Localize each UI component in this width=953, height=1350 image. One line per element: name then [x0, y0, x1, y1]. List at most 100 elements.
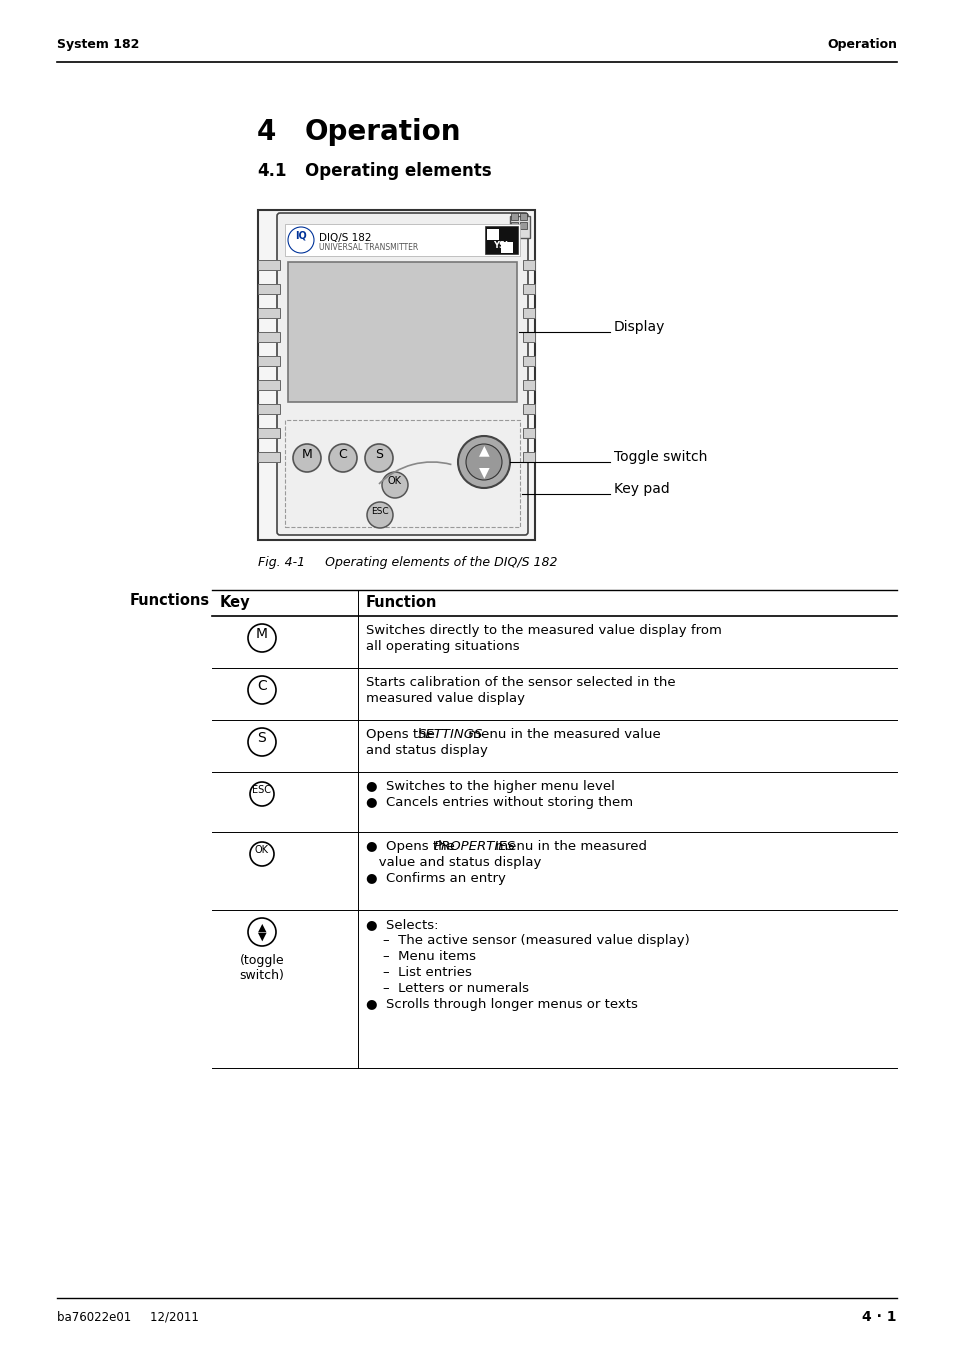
- Text: M: M: [255, 626, 268, 641]
- Bar: [522, 404, 535, 414]
- Bar: [288, 262, 517, 402]
- Text: ESC: ESC: [253, 784, 272, 795]
- Text: C: C: [338, 447, 347, 460]
- Text: PROPERTIES: PROPERTIES: [434, 840, 516, 853]
- Bar: [285, 224, 519, 256]
- Bar: [519, 213, 526, 220]
- Circle shape: [288, 227, 314, 252]
- Text: menu in the measured value: menu in the measured value: [463, 728, 659, 741]
- Bar: [511, 213, 517, 220]
- Circle shape: [248, 728, 275, 756]
- Text: ●  Switches to the higher menu level: ● Switches to the higher menu level: [366, 780, 615, 792]
- Bar: [257, 284, 280, 294]
- Bar: [486, 242, 498, 252]
- Text: ▼: ▼: [257, 931, 266, 942]
- Text: UNIVERSAL TRANSMITTER: UNIVERSAL TRANSMITTER: [318, 243, 417, 252]
- Bar: [257, 379, 280, 390]
- Circle shape: [248, 918, 275, 946]
- Text: –  List entries: – List entries: [366, 967, 472, 979]
- Text: 4: 4: [256, 117, 276, 146]
- Circle shape: [457, 436, 510, 487]
- Bar: [522, 452, 535, 462]
- Circle shape: [250, 782, 274, 806]
- Text: DIQ/S 182: DIQ/S 182: [318, 234, 371, 243]
- Text: S: S: [257, 730, 266, 745]
- Text: ba76022e01     12/2011: ba76022e01 12/2011: [57, 1310, 198, 1323]
- Bar: [257, 211, 535, 540]
- Bar: [484, 225, 517, 254]
- Bar: [257, 356, 280, 366]
- Text: Toggle switch: Toggle switch: [614, 450, 706, 464]
- Bar: [522, 356, 535, 366]
- Bar: [522, 284, 535, 294]
- Circle shape: [381, 472, 408, 498]
- Text: ●  Cancels entries without storing them: ● Cancels entries without storing them: [366, 796, 633, 809]
- Bar: [500, 242, 513, 252]
- Text: ●  Scrolls through longer menus or texts: ● Scrolls through longer menus or texts: [366, 998, 638, 1011]
- Text: and status display: and status display: [366, 744, 487, 757]
- Text: ●  Opens the: ● Opens the: [366, 840, 458, 853]
- Text: SETTINGS: SETTINGS: [417, 728, 483, 741]
- Text: System 182: System 182: [57, 38, 139, 51]
- Bar: [510, 216, 530, 238]
- Circle shape: [329, 444, 356, 472]
- Text: Fig. 4-1     Operating elements of the DIQ/S 182: Fig. 4-1 Operating elements of the DIQ/S…: [257, 556, 557, 568]
- Text: Switches directly to the measured value display from: Switches directly to the measured value …: [366, 624, 721, 637]
- Bar: [522, 332, 535, 342]
- Text: Functions: Functions: [130, 593, 210, 608]
- Text: ESC: ESC: [371, 506, 389, 516]
- Text: Operation: Operation: [305, 117, 461, 146]
- Circle shape: [248, 624, 275, 652]
- Text: ●  Selects:: ● Selects:: [366, 918, 438, 932]
- Bar: [486, 230, 498, 240]
- Text: Function: Function: [366, 595, 436, 610]
- Circle shape: [250, 842, 274, 865]
- Text: (toggle
switch): (toggle switch): [239, 954, 284, 981]
- Text: 4 · 1: 4 · 1: [862, 1310, 896, 1324]
- Text: measured value display: measured value display: [366, 693, 524, 705]
- Text: ▼: ▼: [478, 464, 489, 479]
- Bar: [285, 420, 519, 526]
- Circle shape: [365, 444, 393, 472]
- Text: M: M: [301, 447, 312, 460]
- FancyBboxPatch shape: [276, 213, 527, 535]
- Text: –  The active sensor (measured value display): – The active sensor (measured value disp…: [366, 934, 689, 946]
- Text: IQ: IQ: [294, 231, 307, 242]
- Bar: [257, 261, 280, 270]
- Text: S: S: [375, 447, 382, 460]
- Text: value and status display: value and status display: [366, 856, 540, 869]
- Bar: [500, 230, 513, 240]
- Text: ▲: ▲: [257, 923, 266, 933]
- Text: Key: Key: [220, 595, 251, 610]
- Circle shape: [367, 502, 393, 528]
- Text: C: C: [257, 679, 267, 693]
- Text: Key pad: Key pad: [614, 482, 669, 495]
- Bar: [522, 428, 535, 437]
- Bar: [519, 221, 526, 230]
- Text: all operating situations: all operating situations: [366, 640, 519, 653]
- Text: OK: OK: [254, 845, 269, 855]
- Text: –  Menu items: – Menu items: [366, 950, 476, 963]
- Bar: [511, 221, 517, 230]
- Text: Operating elements: Operating elements: [305, 162, 491, 180]
- Text: ●  Confirms an entry: ● Confirms an entry: [366, 872, 505, 886]
- Text: OK: OK: [388, 477, 401, 486]
- Text: YSI: YSI: [493, 242, 508, 251]
- Text: Opens the: Opens the: [366, 728, 438, 741]
- Text: ▲: ▲: [478, 443, 489, 458]
- Text: Starts calibration of the sensor selected in the: Starts calibration of the sensor selecte…: [366, 676, 675, 688]
- Circle shape: [248, 676, 275, 703]
- Bar: [522, 308, 535, 319]
- Bar: [257, 428, 280, 437]
- Circle shape: [293, 444, 320, 472]
- Text: menu in the measured: menu in the measured: [491, 840, 646, 853]
- Bar: [257, 404, 280, 414]
- Text: Display: Display: [614, 320, 664, 333]
- Bar: [522, 379, 535, 390]
- Bar: [257, 452, 280, 462]
- Bar: [257, 308, 280, 319]
- Text: –  Letters or numerals: – Letters or numerals: [366, 981, 529, 995]
- Bar: [257, 332, 280, 342]
- Bar: [522, 261, 535, 270]
- Text: Operation: Operation: [826, 38, 896, 51]
